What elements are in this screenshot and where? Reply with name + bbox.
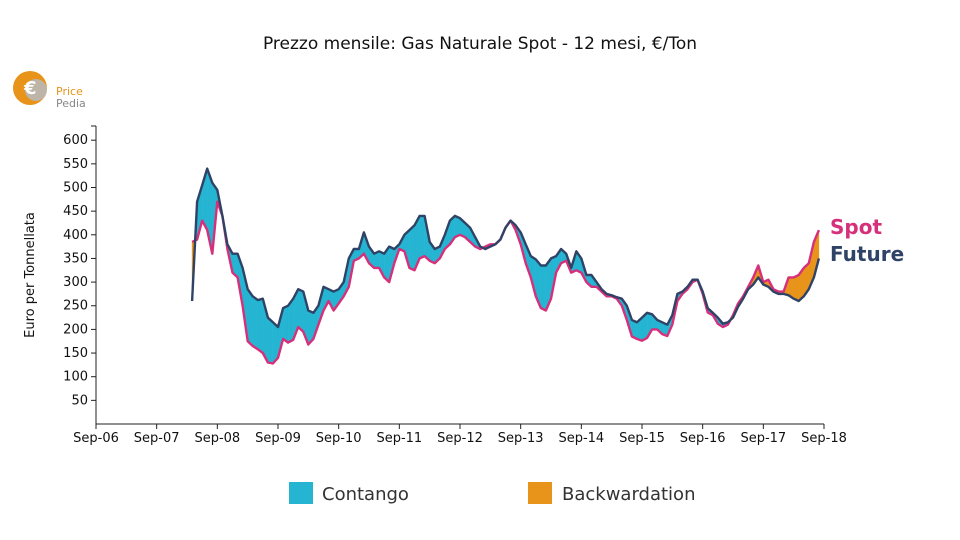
x-tick-label: Sep-11 xyxy=(376,431,422,446)
end-label-future: Future xyxy=(830,242,904,266)
x-tick-label: Sep-13 xyxy=(498,431,544,446)
legend-swatch-backwardation xyxy=(528,482,552,504)
logo-euro-icon: € xyxy=(23,78,37,99)
x-tick-label: Sep-12 xyxy=(437,431,483,446)
x-tick-label: Sep-18 xyxy=(801,431,847,446)
end-label-spot: Spot xyxy=(830,215,882,239)
contango-segment xyxy=(257,298,264,354)
series-line-future xyxy=(190,167,821,329)
y-tick-label: 250 xyxy=(63,299,88,314)
x-axis: Sep-06 Sep-07 Sep-08 Sep-09 Sep-10 Sep-11 Sep-… xyxy=(73,423,847,446)
series-lines xyxy=(190,167,821,365)
contango-segment xyxy=(540,265,547,311)
x-tick-label: Sep-17 xyxy=(740,431,786,446)
contango-segment xyxy=(267,317,274,364)
x-tick-label: Sep-16 xyxy=(680,431,726,446)
logo-globe-icon xyxy=(25,79,47,101)
logo-line2: Pedia xyxy=(56,97,86,110)
contango-segment xyxy=(298,288,304,333)
x-tick-label: Sep-15 xyxy=(619,431,665,446)
legend-label-backwardation: Backwardation xyxy=(562,484,695,505)
legend: Contango Backwardation xyxy=(289,482,695,505)
legend-swatch-contango xyxy=(289,482,313,504)
y-tick-label: 550 xyxy=(63,157,88,172)
y-tick-label: 100 xyxy=(63,370,88,385)
y-tick-label: 450 xyxy=(63,204,88,219)
contango-segment xyxy=(409,224,415,271)
y-tick-label: 350 xyxy=(63,251,88,266)
logo-line1: Price xyxy=(56,85,83,98)
contango-segment xyxy=(419,215,425,259)
x-tick-label: Sep-08 xyxy=(194,431,240,446)
x-tick-label: Sep-06 xyxy=(73,431,119,446)
x-tick-label: Sep-07 xyxy=(134,431,180,446)
y-tick-label: 400 xyxy=(63,228,88,243)
chart-title: Prezzo mensile: Gas Naturale Spot - 12 m… xyxy=(263,34,697,54)
x-tick-label: Sep-09 xyxy=(255,431,301,446)
contango-segment xyxy=(252,295,258,350)
y-tick-label: 600 xyxy=(63,133,88,148)
y-tick-label: 50 xyxy=(71,393,88,408)
y-tick-label: 200 xyxy=(63,322,88,337)
y-tick-label: 150 xyxy=(63,346,88,361)
contango-segment xyxy=(282,305,289,344)
x-tick-label: Sep-10 xyxy=(316,431,362,446)
legend-label-contango: Contango xyxy=(322,484,409,505)
contango-segment xyxy=(247,288,253,347)
y-axis-label: Euro per Tonnellata xyxy=(23,212,38,338)
y-tick-label: 500 xyxy=(63,180,88,195)
backwardation-segment xyxy=(793,274,799,302)
pricepedia-logo: € Price Pedia xyxy=(13,71,86,110)
x-tick-label: Sep-14 xyxy=(558,431,604,446)
y-tick-label: 300 xyxy=(63,275,88,290)
y-axis: 50 100 150 200 250 300 350 400 450 500 550 600 xyxy=(63,125,97,424)
